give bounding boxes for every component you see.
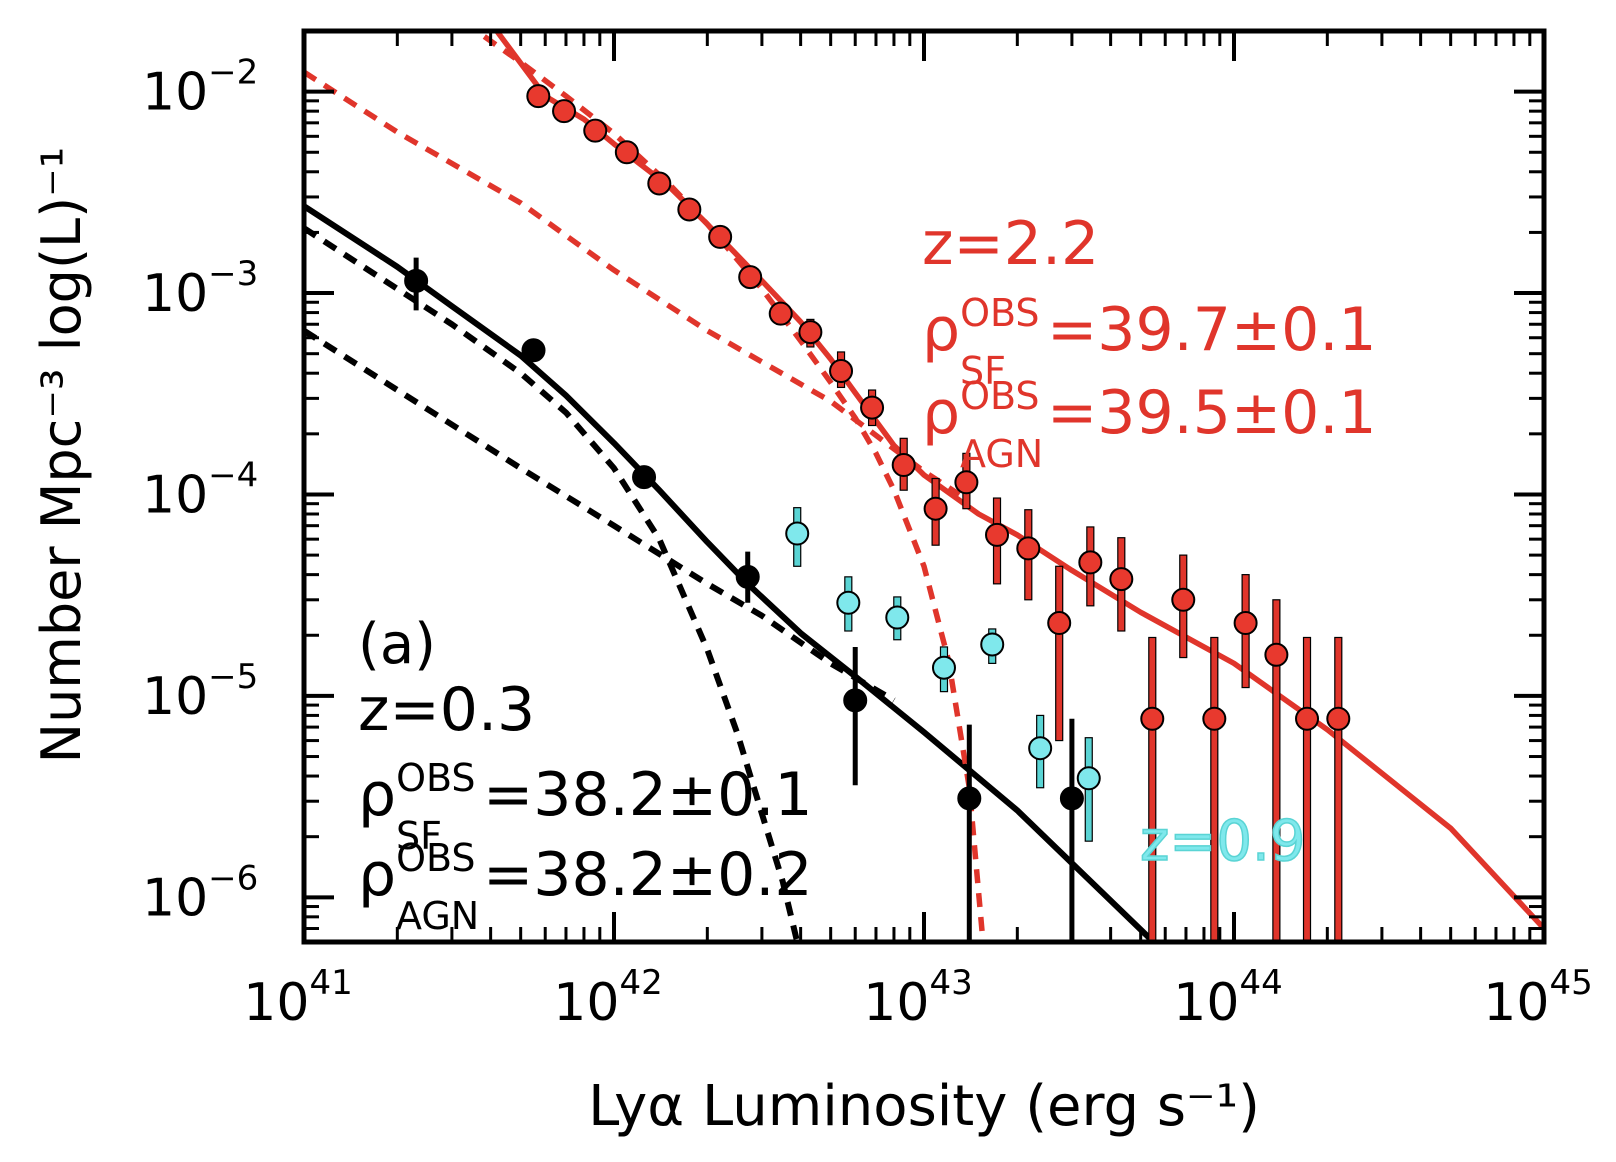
annotation-z22: z=2.2 ρOBS SF=39.7±0.1 ρOBS AGN=39.5±0.1	[922, 209, 1377, 476]
y-tick-label-1: 10−3	[142, 254, 258, 324]
z09-label: z=0.9	[1140, 809, 1305, 874]
z22-rho-sf: ρOBS SF=39.7±0.1	[922, 291, 1377, 393]
x-tick-label-4: 1045	[1483, 963, 1592, 1033]
z-0-3-point-3	[735, 564, 760, 589]
y-tick-label-4: 10−6	[142, 858, 258, 928]
z-0-3-point-6	[1059, 786, 1084, 811]
plot-frame	[301, 28, 1547, 945]
z22-rho-agn: ρOBS AGN=39.5±0.1	[922, 374, 1377, 476]
z-2-2-point-19	[1109, 567, 1134, 592]
z-2-2-point-0	[526, 84, 551, 109]
data-points	[404, 84, 1351, 942]
z-0-9-point-6	[1076, 766, 1101, 791]
x-tick-label-3: 1044	[1173, 963, 1282, 1033]
z-2-2-point-10	[829, 359, 854, 384]
z-0-3-point-5	[957, 786, 982, 811]
tick-labels: 1041 1042 1043 1044 1045 10−2 10−3 10−4 10−5 10−6	[142, 53, 1593, 1033]
z03-rho-agn: ρOBS AGN=38.2±0.2	[358, 836, 813, 938]
z-2-2-point-16	[1016, 536, 1041, 561]
z-2-2-point-21	[1171, 587, 1196, 612]
x-tick-label-1: 1042	[553, 963, 662, 1033]
z-2-2-point-22	[1202, 706, 1227, 731]
z-2-2-point-1	[552, 99, 577, 124]
z-2-2-point-2	[583, 118, 608, 143]
x-axis-label: Lyα Luminosity (erg s⁻¹)	[588, 1074, 1260, 1139]
y-tick-label-0: 10−2	[142, 53, 258, 123]
z-2-2-errorbar	[1272, 599, 1281, 942]
z-2-2-point-20	[1140, 706, 1165, 731]
x-tick-label-0: 1041	[243, 963, 352, 1033]
z-0-3-point-0	[404, 268, 429, 293]
z-2-2-errorbar	[1055, 565, 1064, 742]
z-2-2-point-17	[1047, 611, 1072, 636]
z-2-2-point-4	[647, 171, 672, 196]
z-0-3-points	[404, 257, 1084, 942]
z-2-2-star-forming-fit-line	[471, 31, 986, 942]
z-0-9-point-1	[836, 590, 861, 615]
z-2-2-point-6	[708, 224, 733, 249]
annotation-z03: (a) z=0.3 ρOBS SF=38.2±0.1 ρOBS AGN=38.2±0…	[358, 612, 813, 938]
z-2-2-point-24	[1264, 642, 1289, 667]
z-0-9-point-4	[980, 632, 1005, 657]
z-2-2-point-11	[860, 395, 885, 420]
z-2-2-points	[526, 84, 1351, 942]
z22-label: z=2.2	[922, 209, 1099, 279]
z03-rho-sf: ρOBS SF=38.2±0.1	[358, 756, 813, 858]
z-0-3-total-fit-line	[304, 203, 1156, 942]
z-2-2-point-7	[738, 265, 763, 290]
z-2-2-errorbar	[1334, 636, 1343, 942]
z-0-9-point-3	[931, 655, 956, 680]
z-2-2-point-12	[891, 453, 916, 478]
z-0-3-point-1	[521, 338, 546, 363]
z-2-2-errorbar	[1148, 636, 1157, 942]
z-2-2-errorbar	[1210, 636, 1219, 942]
z-0-3-point-2	[632, 465, 657, 490]
z-2-2-point-14	[954, 470, 979, 495]
z03-label: z=0.3	[358, 675, 535, 745]
z-2-2-point-25	[1295, 706, 1320, 731]
panel-label: (a)	[358, 612, 436, 677]
z-2-2-point-15	[985, 522, 1010, 547]
z-2-2-point-8	[768, 301, 793, 326]
z-2-2-errorbar	[1302, 636, 1312, 942]
z-0-9-point-0	[785, 521, 810, 546]
z-2-2-point-9	[798, 320, 823, 345]
z-2-2-point-13	[923, 496, 948, 521]
y-tick-label-3: 10−5	[142, 657, 258, 727]
x-tick-label-2: 1043	[863, 963, 972, 1033]
z-2-2-point-3	[614, 140, 639, 165]
z-2-2-point-26	[1326, 706, 1351, 731]
z-0-9-points	[785, 507, 1101, 842]
z-2-2-point-23	[1233, 611, 1258, 636]
z-0-9-point-5	[1028, 736, 1053, 761]
z-2-2-point-5	[677, 197, 702, 222]
z-0-3-star-forming-fit-line	[304, 225, 801, 942]
z-0-3-agn-fit-line	[304, 328, 896, 703]
y-axis-label: Number Mpc⁻³ log(L)⁻¹	[30, 147, 93, 764]
y-tick-label-2: 10−4	[142, 455, 258, 525]
z-0-9-point-2	[885, 605, 910, 630]
z-2-2-point-18	[1078, 550, 1103, 575]
z-0-3-point-4	[843, 688, 868, 713]
